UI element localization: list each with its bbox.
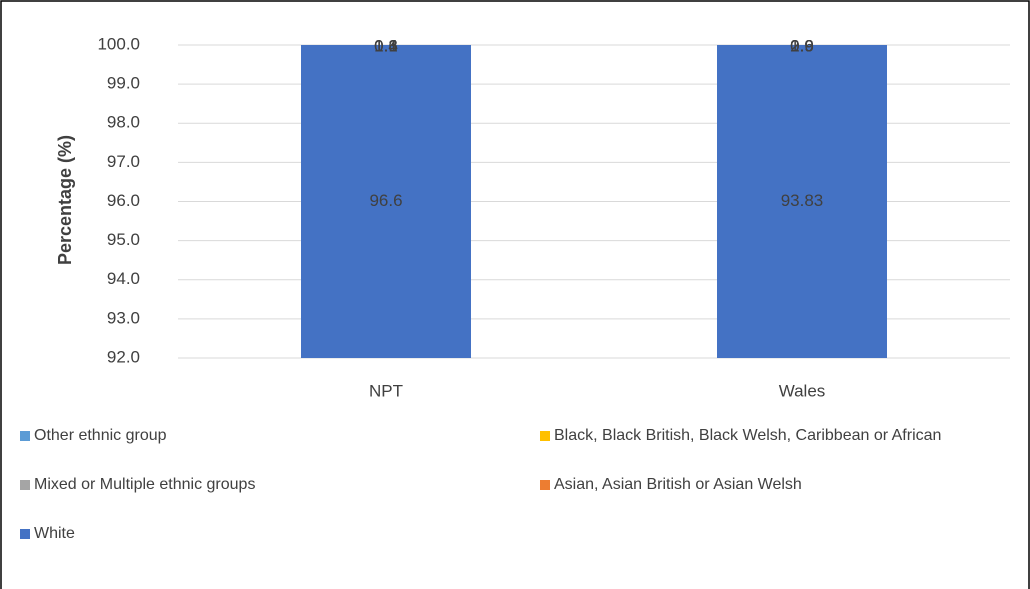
- data-label: 1.1: [374, 36, 398, 55]
- legend-label: Asian, Asian British or Asian Welsh: [554, 476, 802, 493]
- y-tick-label: 98.0: [107, 113, 140, 132]
- y-tick-label: 92.0: [107, 347, 140, 366]
- legend-label: Black, Black British, Black Welsh, Carib…: [554, 427, 941, 444]
- data-label: 1.6: [790, 36, 814, 55]
- legend-swatch: [20, 529, 30, 539]
- y-tick-label: 100.0: [97, 34, 140, 53]
- legend-label: Mixed or Multiple ethnic groups: [34, 476, 255, 493]
- bar-segment: [717, 45, 887, 358]
- data-label: 93.83: [781, 191, 824, 210]
- bar-segment: [301, 45, 471, 358]
- y-tick-label: 97.0: [107, 152, 140, 171]
- data-label: 0.9: [790, 36, 814, 55]
- y-tick-label: 96.0: [107, 191, 140, 210]
- bars: [301, 45, 887, 358]
- legend-label: White: [34, 525, 75, 542]
- data-label: 1.6: [374, 36, 398, 55]
- y-tick-label: 95.0: [107, 230, 140, 249]
- labels: 92.0 93.0 94.0 95.0 96.0 97.0 98.0 99.0 100.0 NPT…: [20, 34, 941, 542]
- data-label: 0.9: [790, 36, 814, 55]
- legend-swatch: [540, 431, 550, 441]
- x-tick-label: Wales: [779, 381, 826, 400]
- y-tick-label: 99.0: [107, 74, 140, 93]
- legend-swatch: [540, 480, 550, 490]
- data-label: 0.4: [374, 36, 398, 55]
- legend-label: Other ethnic group: [34, 427, 167, 444]
- data-label: 0.3: [374, 36, 398, 55]
- data-label: 2.9: [790, 36, 814, 55]
- data-label: 96.6: [369, 191, 402, 210]
- legend-swatch: [20, 480, 30, 490]
- y-axis-title: Percentage (%): [55, 135, 75, 265]
- y-tick-label: 93.0: [107, 308, 140, 327]
- x-tick-label: NPT: [369, 381, 403, 400]
- legend-swatch: [20, 431, 30, 441]
- y-tick-label: 94.0: [107, 269, 140, 288]
